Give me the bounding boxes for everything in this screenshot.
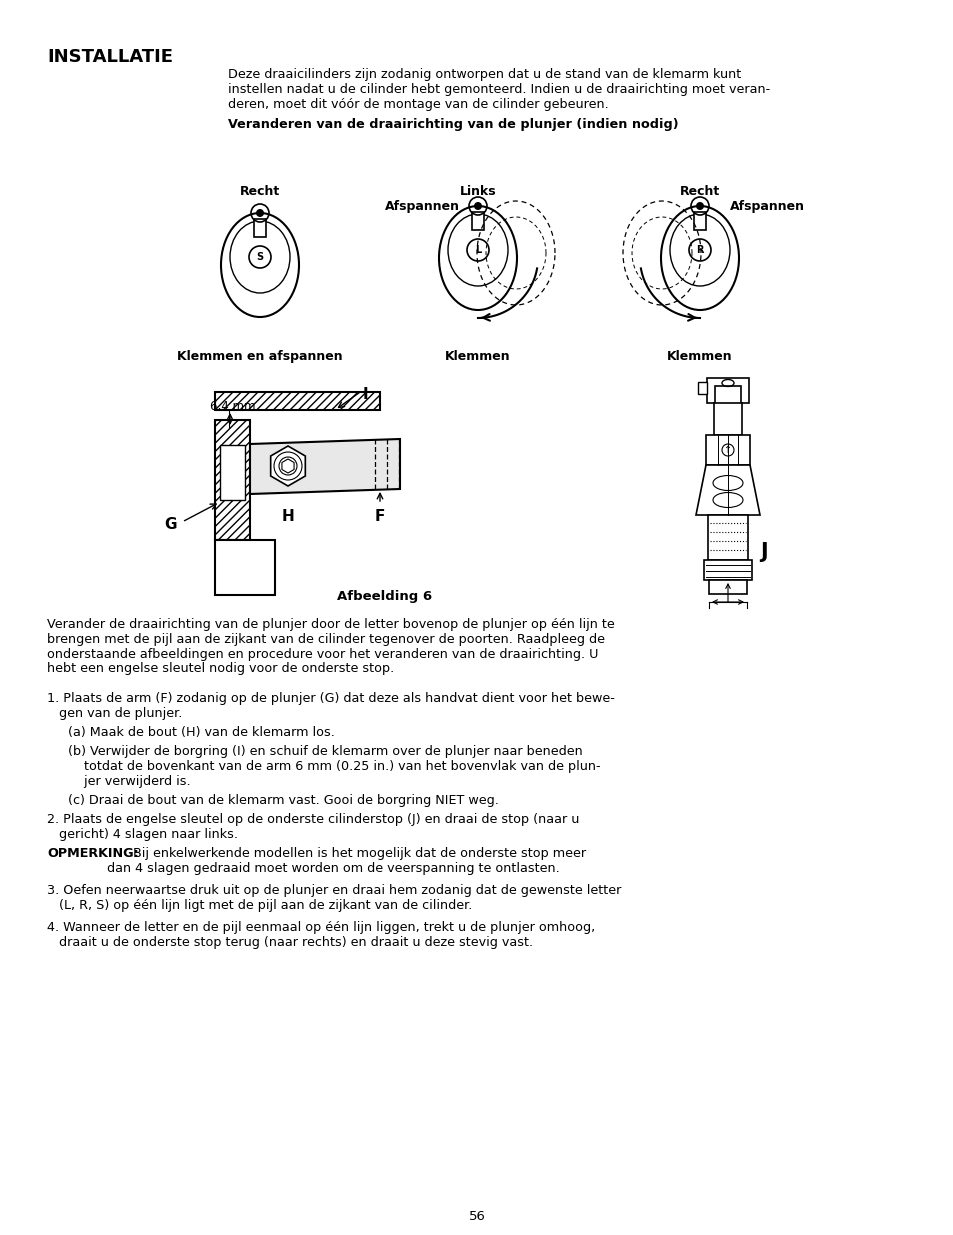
Text: 4. Wanneer de letter en de pijl eenmaal op één lijn liggen, trekt u de plunjer o: 4. Wanneer de letter en de pijl eenmaal … bbox=[47, 921, 595, 935]
Bar bbox=[703, 559, 751, 580]
Text: Verander de draairichting van de plunjer door de letter bovenop de plunjer op éé: Verander de draairichting van de plunjer… bbox=[47, 618, 614, 631]
Bar bbox=[713, 403, 741, 435]
Text: F: F bbox=[375, 509, 385, 524]
Text: Klemmen: Klemmen bbox=[666, 350, 732, 363]
Text: G: G bbox=[164, 517, 177, 532]
Text: I: I bbox=[362, 387, 368, 403]
Text: Recht: Recht bbox=[239, 185, 280, 198]
Circle shape bbox=[696, 203, 703, 210]
Text: 1. Plaats de arm (F) zodanig op de plunjer (G) dat deze als handvat dient voor h: 1. Plaats de arm (F) zodanig op de plunj… bbox=[47, 692, 615, 705]
Polygon shape bbox=[271, 446, 305, 487]
Bar bbox=[253, 219, 266, 237]
Text: 6,4 mm: 6,4 mm bbox=[210, 400, 255, 412]
Text: H: H bbox=[281, 509, 294, 524]
Circle shape bbox=[474, 203, 481, 210]
Bar bbox=[705, 435, 749, 466]
Circle shape bbox=[255, 209, 264, 217]
Text: gericht) 4 slagen naar links.: gericht) 4 slagen naar links. bbox=[47, 829, 237, 841]
Text: Recht: Recht bbox=[679, 185, 720, 198]
Text: jer verwijderd is.: jer verwijderd is. bbox=[68, 774, 191, 788]
Text: Afspannen: Afspannen bbox=[729, 200, 804, 212]
Text: 56: 56 bbox=[468, 1210, 485, 1223]
Text: Links: Links bbox=[459, 185, 496, 198]
Bar bbox=[698, 382, 706, 394]
Text: hebt een engelse sleutel nodig voor de onderste stop.: hebt een engelse sleutel nodig voor de o… bbox=[47, 662, 394, 676]
Text: J: J bbox=[760, 542, 767, 562]
Text: 3. Oefen neerwaartse druk uit op de plunjer en draai hem zodanig dat de gewenste: 3. Oefen neerwaartse druk uit op de plun… bbox=[47, 884, 620, 898]
Text: S: S bbox=[256, 252, 263, 262]
Bar bbox=[214, 420, 250, 540]
Polygon shape bbox=[706, 378, 748, 403]
Bar bbox=[708, 580, 746, 594]
Text: L: L bbox=[475, 245, 480, 254]
Bar bbox=[693, 212, 705, 230]
Text: totdat de bovenkant van de arm 6 mm (0.25 in.) van het bovenvlak van de plun-: totdat de bovenkant van de arm 6 mm (0.2… bbox=[68, 760, 600, 773]
Text: dan 4 slagen gedraaid moet worden om de veerspanning te ontlasten.: dan 4 slagen gedraaid moet worden om de … bbox=[47, 862, 559, 876]
Text: onderstaande afbeeldingen en procedure voor het veranderen van de draairichting.: onderstaande afbeeldingen en procedure v… bbox=[47, 647, 598, 661]
Polygon shape bbox=[250, 438, 399, 494]
Text: Afbeelding 6: Afbeelding 6 bbox=[337, 590, 432, 603]
Text: gen van de plunjer.: gen van de plunjer. bbox=[47, 706, 182, 720]
Text: instellen nadat u de cilinder hebt gemonteerd. Indien u de draairichting moet ve: instellen nadat u de cilinder hebt gemon… bbox=[228, 83, 769, 96]
Bar bbox=[220, 445, 245, 500]
Text: (a) Maak de bout (H) van de klemarm los.: (a) Maak de bout (H) van de klemarm los. bbox=[68, 726, 335, 739]
Text: R: R bbox=[696, 245, 703, 254]
Text: Klemmen en afspannen: Klemmen en afspannen bbox=[177, 350, 342, 363]
Bar bbox=[214, 540, 274, 595]
Text: Deze draaicilinders zijn zodanig ontworpen dat u de stand van de klemarm kunt: Deze draaicilinders zijn zodanig ontworp… bbox=[228, 68, 740, 82]
Polygon shape bbox=[696, 466, 760, 515]
Text: (L, R, S) op één lijn ligt met de pijl aan de zijkant van de cilinder.: (L, R, S) op één lijn ligt met de pijl a… bbox=[47, 899, 472, 913]
Text: OPMERKING:: OPMERKING: bbox=[47, 847, 138, 861]
Text: 2. Plaats de engelse sleutel op de onderste cilinderstop (J) en draai de stop (n: 2. Plaats de engelse sleutel op de onder… bbox=[47, 814, 578, 826]
Text: Klemmen: Klemmen bbox=[445, 350, 510, 363]
Bar bbox=[214, 391, 379, 410]
Text: deren, moet dit vóór de montage van de cilinder gebeuren.: deren, moet dit vóór de montage van de c… bbox=[228, 98, 608, 111]
Text: brengen met de pijl aan de zijkant van de cilinder tegenover de poorten. Raadple: brengen met de pijl aan de zijkant van d… bbox=[47, 632, 604, 646]
Text: ↑: ↑ bbox=[723, 445, 731, 454]
Text: (c) Draai de bout van de klemarm vast. Gooi de borgring NIET weg.: (c) Draai de bout van de klemarm vast. G… bbox=[68, 794, 498, 808]
Bar bbox=[707, 515, 747, 559]
Polygon shape bbox=[282, 459, 294, 473]
Text: Bij enkelwerkende modellen is het mogelijk dat de onderste stop meer: Bij enkelwerkende modellen is het mogeli… bbox=[129, 847, 585, 861]
Bar bbox=[472, 212, 483, 230]
Text: Veranderen van de draairichting van de plunjer (indien nodig): Veranderen van de draairichting van de p… bbox=[228, 119, 678, 131]
Text: Afspannen: Afspannen bbox=[385, 200, 459, 212]
Text: (b) Verwijder de borgring (I) en schuif de klemarm over de plunjer naar beneden: (b) Verwijder de borgring (I) en schuif … bbox=[68, 745, 582, 758]
Text: INSTALLATIE: INSTALLATIE bbox=[47, 48, 172, 65]
Text: draait u de onderste stop terug (naar rechts) en draait u deze stevig vast.: draait u de onderste stop terug (naar re… bbox=[47, 936, 533, 950]
